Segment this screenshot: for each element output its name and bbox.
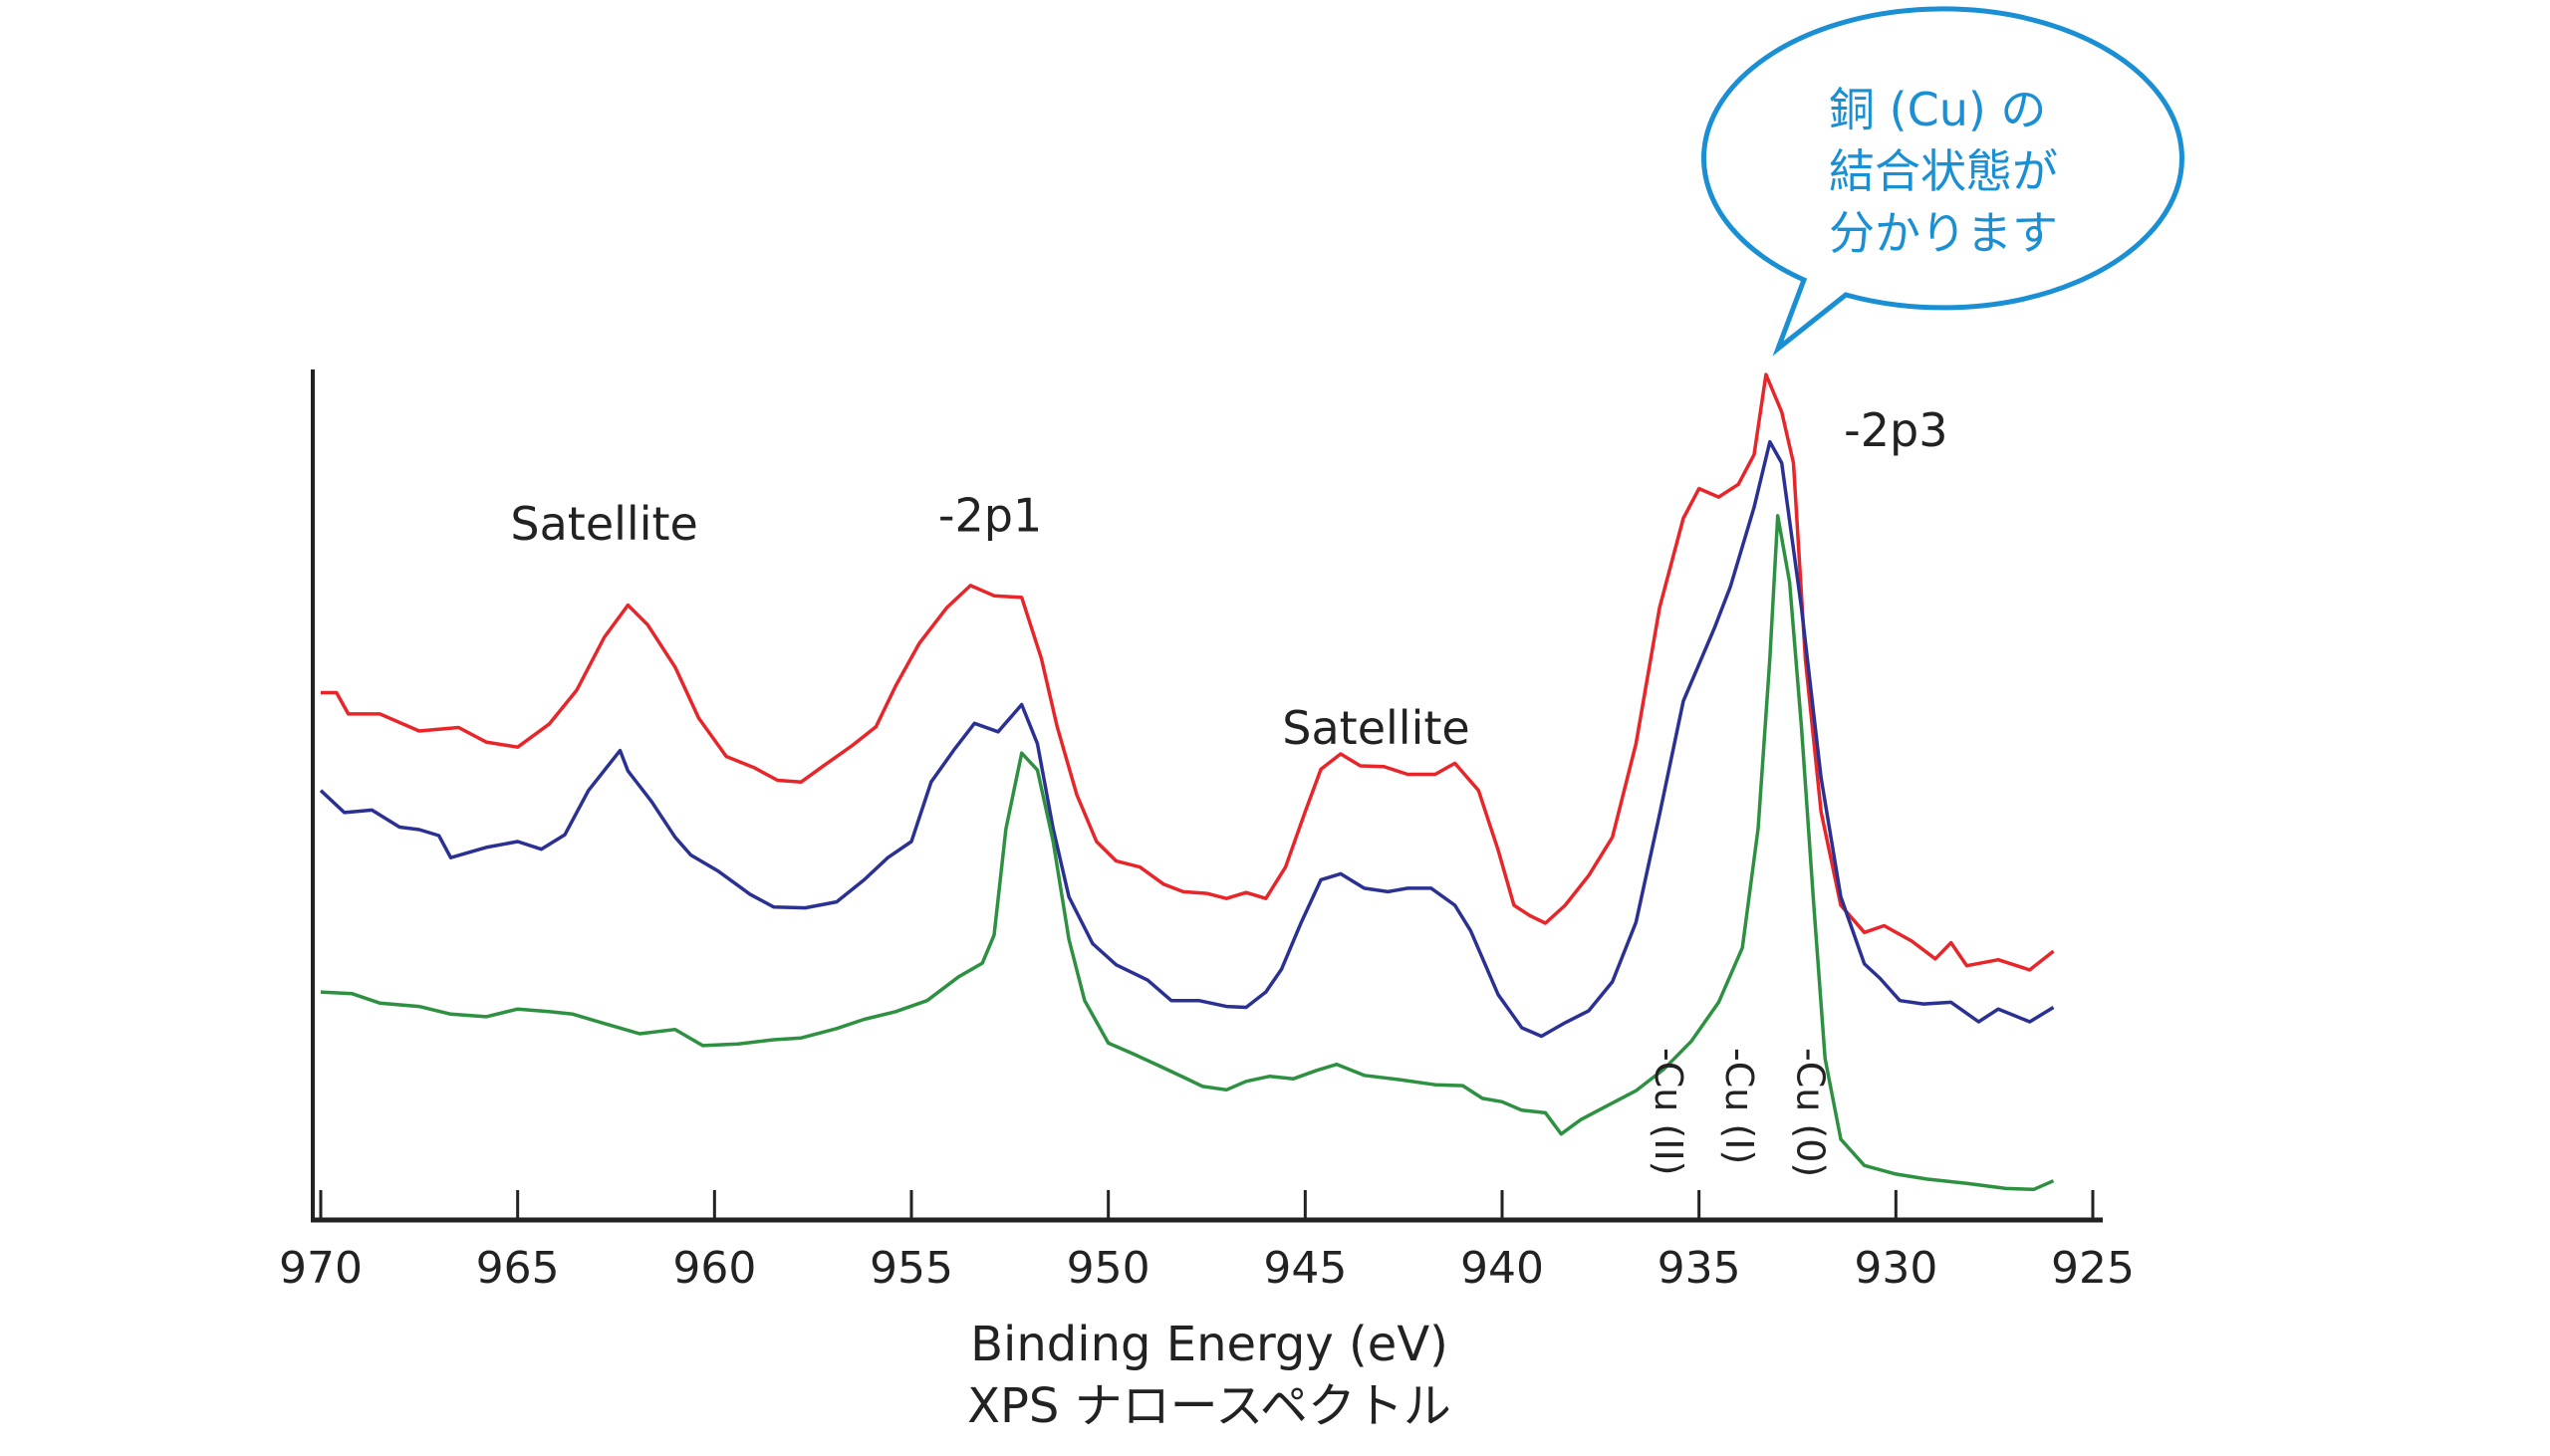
annotation-2p1: -2p1 <box>938 488 1042 542</box>
x-tick-label: 950 <box>1067 1243 1150 1294</box>
annotation-2p3: -2p3 <box>1844 403 1947 457</box>
annotation-cu-i: -Cu (I) <box>1717 1048 1761 1164</box>
x-tick-label: 970 <box>279 1243 363 1294</box>
callout-bubble: 銅 (Cu) の 結合状態が 分かります <box>1700 6 2184 357</box>
callout-line-3: 分かります <box>1829 206 2058 260</box>
annotation-cu-ii: -Cu (II) <box>1647 1048 1690 1175</box>
annotation-satellite-2: Satellite <box>1282 701 1469 755</box>
x-tick-label: 955 <box>870 1243 953 1294</box>
x-tick-label: 965 <box>476 1243 560 1294</box>
x-ticks: 970 965 960 955 950 945 940 935 930 925 <box>279 1190 2135 1294</box>
x-tick-label: 925 <box>2051 1243 2135 1294</box>
x-tick-label: 930 <box>1854 1243 1937 1294</box>
series-line-blue <box>319 439 2055 1039</box>
series-layer <box>319 372 2055 1192</box>
annotation-cu-0: -Cu (0) <box>1788 1048 1832 1177</box>
callout-line-2: 結合状態が <box>1829 144 2058 198</box>
x-tick-label: 935 <box>1658 1243 1741 1294</box>
speech-bubble-outline <box>1700 6 2184 357</box>
x-tick-label: 960 <box>672 1243 756 1294</box>
chart-subtitle: XPS ナロースペクトル <box>967 1378 1451 1434</box>
callout-line-1: 銅 (Cu) の <box>1829 83 2046 136</box>
x-tick-label: 945 <box>1263 1243 1347 1294</box>
series-line-green <box>320 514 2055 1192</box>
annotation-satellite-1: Satellite <box>510 497 697 551</box>
x-axis-title: Binding Energy (eV) <box>970 1317 1448 1372</box>
series-line-red <box>321 372 2055 972</box>
x-tick-label: 940 <box>1460 1243 1544 1294</box>
